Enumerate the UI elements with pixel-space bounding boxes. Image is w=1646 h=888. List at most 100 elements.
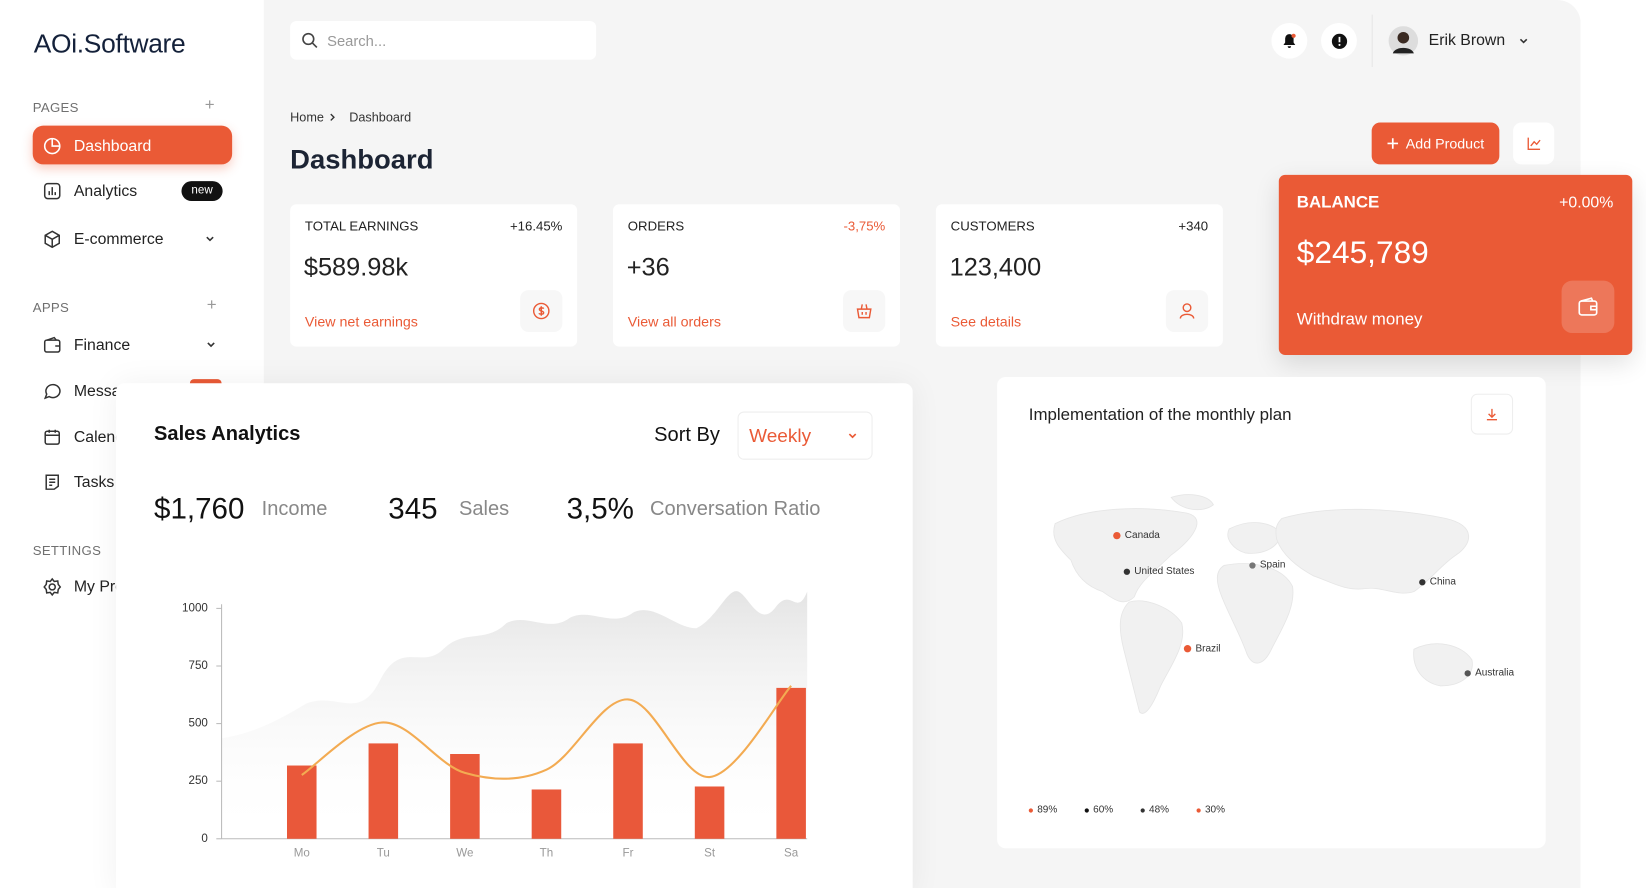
nav-item[interactable]: Analytics <box>42 179 137 202</box>
stat-label: ORDERS <box>627 218 685 234</box>
logo[interactable]: AOi.Software <box>33 29 186 59</box>
balance-card: BALANCE +0.00% $245,789 Withdraw money <box>1278 174 1633 355</box>
legend-label: 60% <box>1093 804 1114 816</box>
add-product-button[interactable]: Add Product <box>1371 122 1500 165</box>
withdraw-link[interactable]: Withdraw money <box>1296 311 1423 329</box>
user-name[interactable]: Erik Brown <box>1428 31 1506 50</box>
stat-change: +340 <box>1178 218 1209 234</box>
stat-label: CUSTOMERS <box>950 218 1035 234</box>
legend-item: 30% <box>1196 804 1226 816</box>
stat-change: +16.45% <box>509 218 563 234</box>
stat-icon <box>520 290 563 332</box>
notifications-button[interactable] <box>1271 23 1308 59</box>
nav-item-active[interactable]: Dashboard <box>32 125 233 165</box>
legend-item: 48% <box>1140 804 1170 816</box>
icon <box>43 383 61 399</box>
stat-value: 123,400 <box>949 253 1042 282</box>
legend-label: 30% <box>1204 804 1226 816</box>
stat-card: ORDERS -3,75% +36 View all orders <box>613 204 901 347</box>
wallet-icon[interactable] <box>1561 280 1615 334</box>
add-app[interactable]: + <box>206 296 217 315</box>
x-tick-label: Mo <box>294 848 310 860</box>
map-marker[interactable]: Spain <box>1249 559 1285 571</box>
icon <box>45 473 59 490</box>
sort-label: Sort By <box>654 424 720 447</box>
map-marker[interactable]: China <box>1419 575 1456 588</box>
button-label: Add Product <box>1405 135 1485 152</box>
sales-title: Sales Analytics <box>154 423 301 446</box>
bar <box>531 789 562 839</box>
y-tick-label: 250 <box>189 775 208 787</box>
marker-label: Australia <box>1475 667 1515 679</box>
map-card: Implementation of the monthly plan Canad… <box>997 376 1546 849</box>
nav-item[interactable]: Dashboard <box>42 134 151 157</box>
chevron[interactable] <box>205 338 218 351</box>
divider <box>1371 14 1373 68</box>
map-marker[interactable]: Australia <box>1464 667 1515 679</box>
nav-label: Tasks <box>73 472 115 491</box>
nav-label: E-commerce <box>73 229 164 248</box>
icon <box>43 182 61 199</box>
stat-link[interactable]: View net earnings <box>304 314 418 330</box>
bell-icon <box>1283 33 1296 48</box>
stat-link[interactable]: See details <box>950 314 1022 330</box>
metric-label: Sales <box>458 498 510 521</box>
metric-value: $1,760 <box>154 492 245 525</box>
marker-label: China <box>1429 575 1456 588</box>
alerts-button[interactable] <box>1321 23 1357 59</box>
x-tick-label: We <box>456 848 473 860</box>
breadcrumb-item[interactable]: Home <box>290 109 324 125</box>
bar <box>368 743 399 839</box>
background-area <box>221 591 808 839</box>
metric-label: Conversation Ratio <box>649 498 821 521</box>
legend-label: 48% <box>1149 804 1170 816</box>
x-tick-label: Tu <box>377 848 390 860</box>
marker-dot <box>1249 561 1256 569</box>
avatar[interactable] <box>1388 26 1419 56</box>
stat-label: TOTAL EARNINGS <box>304 218 419 234</box>
badge: new <box>181 181 223 202</box>
chevron <box>848 433 857 439</box>
stat-value: $589.98k <box>303 253 409 282</box>
nav-item[interactable]: Tasks <box>42 470 114 493</box>
stat-icon <box>843 290 886 332</box>
bar <box>694 786 725 839</box>
chevron[interactable] <box>1517 35 1530 48</box>
marker-dot <box>1123 568 1131 575</box>
search-box[interactable]: Search... <box>290 20 597 60</box>
marker-dot <box>1464 669 1471 676</box>
marker-label: Spain <box>1259 559 1286 571</box>
stat-card: CUSTOMERS +340 123,400 See details <box>935 204 1223 347</box>
map-marker[interactable]: United States <box>1123 565 1194 577</box>
y-tick-label: 1000 <box>182 602 208 614</box>
x-tick-label: Sa <box>784 848 799 860</box>
sort-select[interactable]: Weekly <box>737 411 873 460</box>
stat-link[interactable]: View all orders <box>627 314 721 330</box>
search-icon <box>302 32 318 49</box>
section-label: APPS <box>32 300 70 316</box>
nav-label: Dashboard <box>73 136 152 155</box>
x-tick-label: Fr <box>623 848 634 860</box>
metric-label: Income <box>261 498 328 521</box>
search-placeholder: Search... <box>327 31 387 49</box>
download-button[interactable] <box>1470 393 1514 435</box>
bar <box>286 765 317 839</box>
metric-value: 345 <box>388 492 438 525</box>
chevron[interactable] <box>204 232 217 245</box>
add-page[interactable]: + <box>204 96 215 115</box>
nav-item[interactable]: Finance <box>42 333 130 356</box>
marker-dot <box>1113 531 1121 540</box>
legend-label: 89% <box>1037 804 1058 816</box>
breadcrumb-separator <box>330 113 335 121</box>
alert-icon <box>1331 33 1347 49</box>
map-marker[interactable]: Brazil <box>1183 643 1221 654</box>
chart-button[interactable] <box>1513 122 1555 165</box>
map-marker[interactable]: Canada <box>1113 530 1160 541</box>
icon <box>43 336 61 353</box>
map-title: Implementation of the monthly plan <box>1028 406 1292 425</box>
icon <box>44 429 60 445</box>
nav-item[interactable]: E-commerce <box>42 227 164 250</box>
balance-change: +0.00% <box>1559 193 1614 212</box>
y-tick-label: 500 <box>189 718 208 730</box>
